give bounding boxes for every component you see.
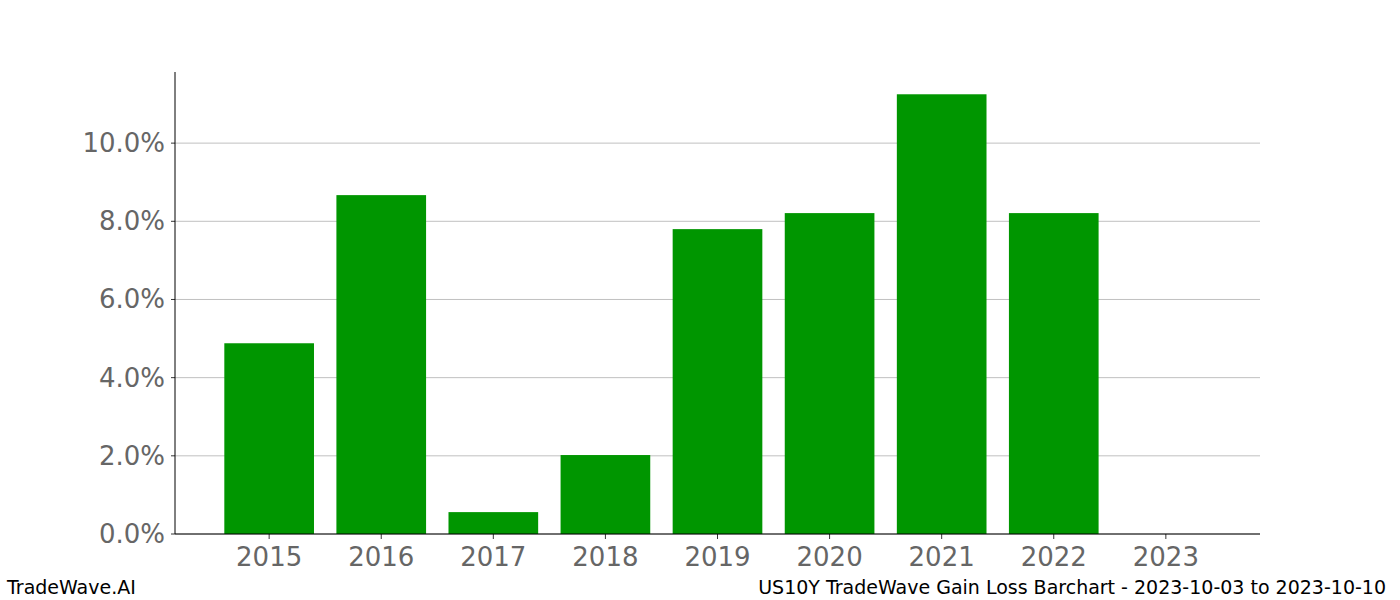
y-tick [171,534,175,535]
grid-line [175,534,1260,535]
bar [785,213,875,534]
x-tick-label: 2015 [236,542,302,572]
y-tick [171,221,175,222]
bar [897,94,987,534]
x-tick [1053,534,1054,539]
y-tick [171,143,175,144]
x-tick [829,534,830,539]
x-tick [269,534,270,539]
bar [448,512,538,534]
bar [336,195,426,534]
y-axis [175,72,176,534]
x-tick-label: 2017 [460,542,526,572]
x-tick [941,534,942,539]
x-tick-label: 2020 [797,542,863,572]
x-tick [493,534,494,539]
y-tick [171,377,175,378]
grid-line [175,143,1260,144]
x-tick-label: 2021 [909,542,975,572]
x-tick-label: 2018 [572,542,638,572]
y-tick-label: 8.0% [99,206,165,236]
bar [673,229,763,534]
watermark: TradeWave.AI [6,576,136,598]
y-tick [171,455,175,456]
y-tick-label: 10.0% [82,128,165,158]
bars [224,94,1098,534]
x-axis [175,534,1260,535]
title: US10Y TradeWave Gain Loss Barchart - 202… [758,576,1386,598]
x-tick [1165,534,1166,539]
y-tick-label: 6.0% [99,284,165,314]
x-tick-label: 2023 [1133,542,1199,572]
y-tick-label: 4.0% [99,363,165,393]
x-tick [605,534,606,539]
x-tick-label: 2019 [684,542,750,572]
y-tick-label: 2.0% [99,441,165,471]
x-tick-label: 2016 [348,542,414,572]
bar [224,343,314,534]
x-tick-label: 2022 [1021,542,1087,572]
y-tick-label: 0.0% [99,519,165,549]
x-tick [381,534,382,539]
y-tick [171,299,175,300]
x-tick [717,534,718,539]
bar [1009,213,1099,534]
bar [561,455,651,534]
chart: 0.0% 2.0% 4.0% 6.0% 8.0% 10.0% 2015 2016 2017 201… [0,0,1400,600]
